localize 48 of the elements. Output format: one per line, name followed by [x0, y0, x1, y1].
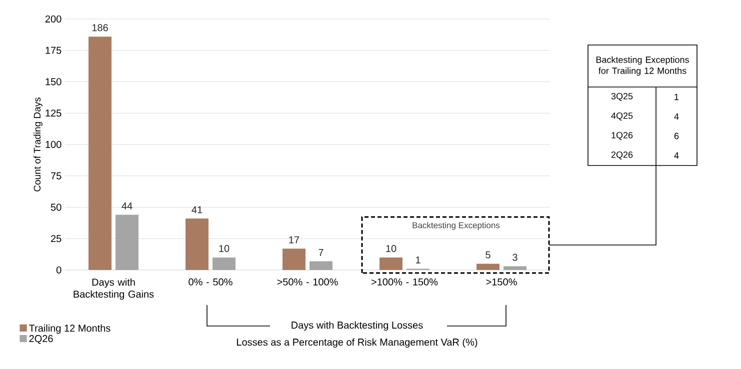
- y-tick-label: 50: [50, 204, 62, 211]
- data-label: 3: [512, 254, 518, 261]
- bar: [116, 214, 139, 270]
- bar: [503, 266, 526, 270]
- data-label: 6: [674, 132, 679, 140]
- y-tick-label: 200: [45, 15, 62, 23]
- x-tick-label: 0% - 50%: [188, 278, 232, 286]
- bar: [476, 264, 500, 270]
- y-tick-label: 150: [46, 78, 62, 86]
- text: Backtesting Exceptions for Trailing 12 Months: [596, 56, 689, 76]
- data-label: 10: [219, 244, 230, 252]
- data-label: 186: [92, 24, 108, 32]
- legend-label: 2Q26: [29, 335, 53, 344]
- data-label: 1: [416, 256, 420, 264]
- bar: [282, 248, 306, 270]
- y-axis-title: Count of Trading Days: [34, 98, 42, 192]
- category-label: 2Q26: [611, 151, 633, 160]
- bar: [186, 218, 209, 270]
- annotation: Backtesting Exceptions: [412, 222, 500, 230]
- x-tick-label: >50% - 100%: [277, 278, 338, 286]
- category-label: 4Q25: [611, 112, 633, 120]
- x-tick-label: >100% - 150%: [371, 278, 438, 286]
- legend-label: Trailing 12 Months: [29, 324, 110, 334]
- bar: [310, 261, 332, 270]
- data-label: 10: [386, 244, 396, 252]
- data-label: 17: [289, 236, 300, 244]
- x-tick-label: Days with Backtesting Gains: [74, 278, 154, 300]
- category-label: 1Q26: [612, 132, 633, 140]
- y-tick-label: 125: [46, 110, 62, 117]
- x-axis-title: Losses as a Percentage of Risk Management VaR (%): [237, 338, 478, 348]
- data-label: 1: [674, 94, 679, 100]
- y-tick-label: 25: [51, 235, 62, 242]
- data-label: 41: [192, 206, 202, 214]
- bar: [88, 36, 112, 270]
- y-tick-label: 75: [51, 172, 62, 180]
- data-label: 7: [318, 248, 324, 256]
- y-tick-label: 100: [46, 140, 62, 148]
- data-label: 4: [674, 113, 679, 120]
- text: Days with Backtesting Losses: [292, 321, 423, 331]
- data-label: 44: [122, 202, 132, 210]
- data-label: 5: [486, 251, 490, 258]
- y-tick-label: 0: [56, 266, 62, 274]
- bar: [212, 257, 236, 270]
- x-tick-label: >150%: [486, 278, 517, 286]
- bar: [380, 257, 402, 270]
- data-label: 4: [674, 152, 679, 159]
- y-tick-label: 175: [46, 46, 62, 54]
- category-label: 3Q25: [611, 92, 633, 101]
